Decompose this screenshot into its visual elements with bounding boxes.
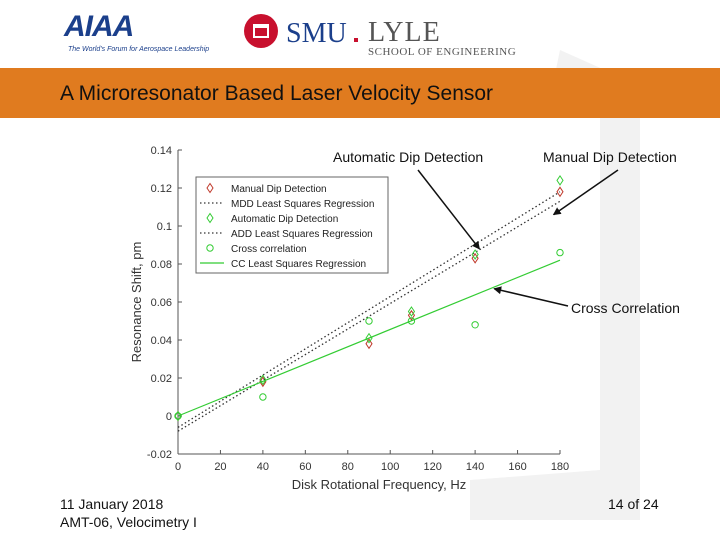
- annotation-label-0: Automatic Dip Detection: [333, 149, 483, 165]
- x-tick-label: 0: [175, 461, 181, 473]
- data-point-2-5: [556, 174, 564, 186]
- x-tick-label: 60: [299, 461, 311, 473]
- data-point-4-3: [407, 317, 416, 325]
- data-point-2-1: [259, 374, 267, 386]
- smu-dot: [354, 38, 358, 42]
- data-point-2-0: [174, 410, 182, 422]
- legend-box: [195, 176, 389, 274]
- y-axis-label: Resonance Shift, pm: [129, 242, 144, 363]
- annotation-arrow-1: [552, 169, 619, 216]
- lyle-logo-text: LYLE: [368, 17, 441, 48]
- x-tick-label: 140: [466, 461, 484, 473]
- y-tick-label: 0: [166, 411, 172, 423]
- slide-title: A Microresonator Based Laser Velocity Se…: [60, 82, 494, 105]
- lyle-subtitle: SCHOOL OF ENGINEERING: [368, 46, 517, 58]
- y-tick-label: 0.08: [151, 259, 172, 271]
- data-point-4-2: [365, 317, 373, 325]
- legend-label-1: MDD Least Squares Regression: [231, 199, 374, 210]
- regression-line-3: [177, 191, 561, 428]
- legend-label-5: CC Least Squares Regression: [231, 259, 366, 270]
- legend-label-3: ADD Least Squares Regression: [231, 229, 373, 240]
- data-point-2-4: [471, 249, 479, 260]
- regression-line-5: [177, 259, 561, 417]
- y-tick-label: 0.1: [157, 221, 172, 233]
- aiaa-logo: AIAA The World's Forum for Aerospace Lea…: [64, 10, 209, 58]
- legend-symbol-0: [206, 182, 214, 194]
- annotation-arrow-2: [493, 286, 569, 307]
- x-tick-label: 40: [257, 461, 269, 473]
- legend-label-4: Cross correlation: [231, 244, 307, 255]
- legend-symbol-4: [206, 244, 214, 252]
- aiaa-logo-text: AIAA: [64, 10, 134, 43]
- data-point-4-0: [174, 412, 182, 420]
- x-tick-label: 20: [214, 461, 226, 473]
- y-tick-label: 0.06: [151, 297, 172, 309]
- y-tick-label: 0.14: [151, 145, 172, 157]
- smu-logo-text: SMU: [286, 18, 347, 49]
- legend-label-2: Automatic Dip Detection: [231, 214, 338, 225]
- data-point-4-1: [259, 393, 267, 401]
- y-tick-label: -0.02: [147, 449, 172, 461]
- title-banner: A Microresonator Based Laser Velocity Se…: [0, 68, 720, 118]
- data-point-0-2: [365, 338, 373, 350]
- data-point-2-2: [365, 332, 373, 344]
- annotation-label-1: Manual Dip Detection: [543, 149, 677, 165]
- footer-date: 11 January 2018: [60, 496, 164, 512]
- x-tick-label: 100: [381, 461, 399, 473]
- data-point-4-5: [556, 248, 564, 257]
- data-point-0-5: [556, 186, 564, 198]
- x-tick-label: 80: [342, 461, 354, 473]
- x-tick-label: 160: [508, 461, 526, 473]
- legend-label-0: Manual Dip Detection: [231, 184, 327, 195]
- x-axis-label: Disk Rotational Frequency, Hz: [292, 477, 467, 492]
- smu-seal-icon: [244, 14, 278, 48]
- y-tick-label: 0.04: [151, 335, 172, 347]
- annotation-label-2: Cross Correlation: [571, 300, 680, 316]
- data-point-4-4: [471, 321, 479, 329]
- footer-session: AMT-06, Velocimetry I: [60, 514, 197, 530]
- annotation-arrow-0: [417, 169, 480, 250]
- y-tick-label: 0.12: [151, 183, 172, 195]
- aiaa-tagline: The World's Forum for Aerospace Leadersh…: [68, 46, 210, 53]
- x-tick-label: 180: [551, 461, 569, 473]
- page-number: 14 of 24: [608, 496, 659, 512]
- data-point-2-3: [407, 306, 416, 317]
- legend-symbol-2: [206, 212, 214, 224]
- smu-lyle-logo: SMU LYLE SCHOOL OF ENGINEERING: [244, 12, 534, 58]
- x-tick-label: 120: [423, 461, 441, 473]
- y-tick-label: 0.02: [151, 373, 172, 385]
